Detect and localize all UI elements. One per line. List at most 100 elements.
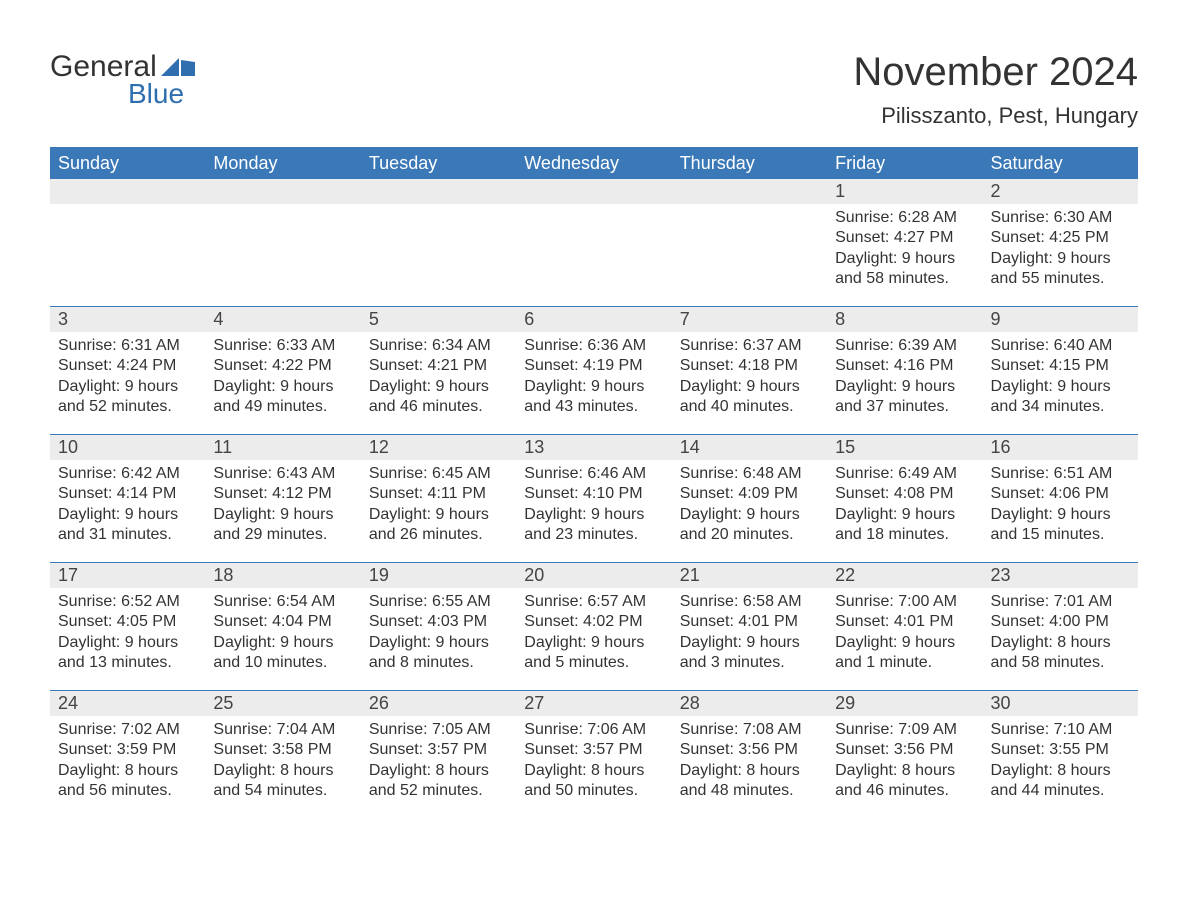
day-sunrise: Sunrise: 6:51 AM [991,464,1130,484]
day-info: Sunrise: 7:09 AMSunset: 3:56 PMDaylight:… [827,716,982,812]
day-sunrise: Sunrise: 7:09 AM [835,720,974,740]
day-sunset: Sunset: 4:24 PM [58,356,197,376]
day-daylight: Daylight: 9 hours and 26 minutes. [369,505,508,546]
day-sunset: Sunset: 4:09 PM [680,484,819,504]
empty-daynum [361,179,516,204]
day-sunset: Sunset: 4:05 PM [58,612,197,632]
header: General Blue November 2024 Pilisszanto, … [50,50,1138,129]
day-sunrise: Sunrise: 6:55 AM [369,592,508,612]
calendar-day-cell: 2Sunrise: 6:30 AMSunset: 4:25 PMDaylight… [983,179,1138,307]
day-sunrise: Sunrise: 7:01 AM [991,592,1130,612]
day-info: Sunrise: 6:52 AMSunset: 4:05 PMDaylight:… [50,588,205,684]
day-sunset: Sunset: 3:58 PM [213,740,352,760]
day-daylight: Daylight: 9 hours and 3 minutes. [680,633,819,674]
day-sunrise: Sunrise: 7:00 AM [835,592,974,612]
calendar-day-cell: 10Sunrise: 6:42 AMSunset: 4:14 PMDayligh… [50,435,205,563]
day-sunrise: Sunrise: 6:57 AM [524,592,663,612]
calendar-table: SundayMondayTuesdayWednesdayThursdayFrid… [50,147,1138,819]
day-sunrise: Sunrise: 7:06 AM [524,720,663,740]
day-number: 23 [983,563,1138,588]
day-sunrise: Sunrise: 6:28 AM [835,208,974,228]
calendar-day-cell: 4Sunrise: 6:33 AMSunset: 4:22 PMDaylight… [205,307,360,435]
calendar-day-cell: 5Sunrise: 6:34 AMSunset: 4:21 PMDaylight… [361,307,516,435]
calendar-day-cell: 6Sunrise: 6:36 AMSunset: 4:19 PMDaylight… [516,307,671,435]
day-daylight: Daylight: 9 hours and 58 minutes. [835,249,974,290]
day-daylight: Daylight: 9 hours and 29 minutes. [213,505,352,546]
day-sunset: Sunset: 4:22 PM [213,356,352,376]
day-sunset: Sunset: 4:04 PM [213,612,352,632]
day-daylight: Daylight: 9 hours and 5 minutes. [524,633,663,674]
day-sunrise: Sunrise: 6:36 AM [524,336,663,356]
day-daylight: Daylight: 9 hours and 15 minutes. [991,505,1130,546]
calendar-day-cell: 14Sunrise: 6:48 AMSunset: 4:09 PMDayligh… [672,435,827,563]
day-number: 18 [205,563,360,588]
day-sunrise: Sunrise: 7:08 AM [680,720,819,740]
day-number: 26 [361,691,516,716]
day-info: Sunrise: 6:58 AMSunset: 4:01 PMDaylight:… [672,588,827,684]
day-sunset: Sunset: 4:01 PM [835,612,974,632]
day-info: Sunrise: 6:40 AMSunset: 4:15 PMDaylight:… [983,332,1138,428]
day-sunrise: Sunrise: 7:04 AM [213,720,352,740]
day-number: 10 [50,435,205,460]
day-daylight: Daylight: 9 hours and 46 minutes. [369,377,508,418]
title-block: November 2024 Pilisszanto, Pest, Hungary [853,50,1138,129]
day-number: 1 [827,179,982,204]
day-sunset: Sunset: 4:15 PM [991,356,1130,376]
day-daylight: Daylight: 8 hours and 58 minutes. [991,633,1130,674]
calendar-day-cell: 28Sunrise: 7:08 AMSunset: 3:56 PMDayligh… [672,691,827,819]
weekday-header: Saturday [983,148,1138,179]
day-info: Sunrise: 7:01 AMSunset: 4:00 PMDaylight:… [983,588,1138,684]
day-number: 9 [983,307,1138,332]
day-sunset: Sunset: 4:06 PM [991,484,1130,504]
day-number: 6 [516,307,671,332]
day-info: Sunrise: 7:06 AMSunset: 3:57 PMDaylight:… [516,716,671,812]
calendar-day-cell: 16Sunrise: 6:51 AMSunset: 4:06 PMDayligh… [983,435,1138,563]
day-sunset: Sunset: 4:08 PM [835,484,974,504]
empty-daynum [672,179,827,204]
day-info: Sunrise: 6:31 AMSunset: 4:24 PMDaylight:… [50,332,205,428]
day-number: 25 [205,691,360,716]
day-sunset: Sunset: 3:56 PM [835,740,974,760]
day-info: Sunrise: 6:46 AMSunset: 4:10 PMDaylight:… [516,460,671,556]
day-sunset: Sunset: 3:56 PM [680,740,819,760]
day-info: Sunrise: 6:34 AMSunset: 4:21 PMDaylight:… [361,332,516,428]
day-info: Sunrise: 7:10 AMSunset: 3:55 PMDaylight:… [983,716,1138,812]
empty-daynum [516,179,671,204]
day-info: Sunrise: 6:28 AMSunset: 4:27 PMDaylight:… [827,204,982,300]
day-sunrise: Sunrise: 7:05 AM [369,720,508,740]
day-number: 4 [205,307,360,332]
day-sunset: Sunset: 4:10 PM [524,484,663,504]
logo-text-blue: Blue [128,78,184,110]
calendar-day-cell: 26Sunrise: 7:05 AMSunset: 3:57 PMDayligh… [361,691,516,819]
day-sunset: Sunset: 4:12 PM [213,484,352,504]
day-info: Sunrise: 6:37 AMSunset: 4:18 PMDaylight:… [672,332,827,428]
day-sunrise: Sunrise: 6:48 AM [680,464,819,484]
day-sunset: Sunset: 4:18 PM [680,356,819,376]
day-sunrise: Sunrise: 7:10 AM [991,720,1130,740]
day-info: Sunrise: 7:02 AMSunset: 3:59 PMDaylight:… [50,716,205,812]
weekday-header: Sunday [50,148,205,179]
day-info: Sunrise: 6:57 AMSunset: 4:02 PMDaylight:… [516,588,671,684]
day-sunset: Sunset: 4:19 PM [524,356,663,376]
day-info: Sunrise: 6:39 AMSunset: 4:16 PMDaylight:… [827,332,982,428]
weekday-header: Thursday [672,148,827,179]
calendar-day-cell: 22Sunrise: 7:00 AMSunset: 4:01 PMDayligh… [827,563,982,691]
calendar-day-cell: 9Sunrise: 6:40 AMSunset: 4:15 PMDaylight… [983,307,1138,435]
day-sunrise: Sunrise: 6:49 AM [835,464,974,484]
day-sunset: Sunset: 4:11 PM [369,484,508,504]
day-daylight: Daylight: 9 hours and 20 minutes. [680,505,819,546]
calendar-day-cell: 23Sunrise: 7:01 AMSunset: 4:00 PMDayligh… [983,563,1138,691]
calendar-empty-cell [361,179,516,307]
calendar-day-cell: 15Sunrise: 6:49 AMSunset: 4:08 PMDayligh… [827,435,982,563]
day-sunrise: Sunrise: 6:43 AM [213,464,352,484]
day-sunrise: Sunrise: 6:46 AM [524,464,663,484]
day-info: Sunrise: 6:55 AMSunset: 4:03 PMDaylight:… [361,588,516,684]
day-number: 27 [516,691,671,716]
calendar-day-cell: 20Sunrise: 6:57 AMSunset: 4:02 PMDayligh… [516,563,671,691]
day-daylight: Daylight: 9 hours and 18 minutes. [835,505,974,546]
day-sunset: Sunset: 4:03 PM [369,612,508,632]
day-info: Sunrise: 6:36 AMSunset: 4:19 PMDaylight:… [516,332,671,428]
calendar-day-cell: 24Sunrise: 7:02 AMSunset: 3:59 PMDayligh… [50,691,205,819]
day-sunrise: Sunrise: 6:30 AM [991,208,1130,228]
empty-daynum [205,179,360,204]
